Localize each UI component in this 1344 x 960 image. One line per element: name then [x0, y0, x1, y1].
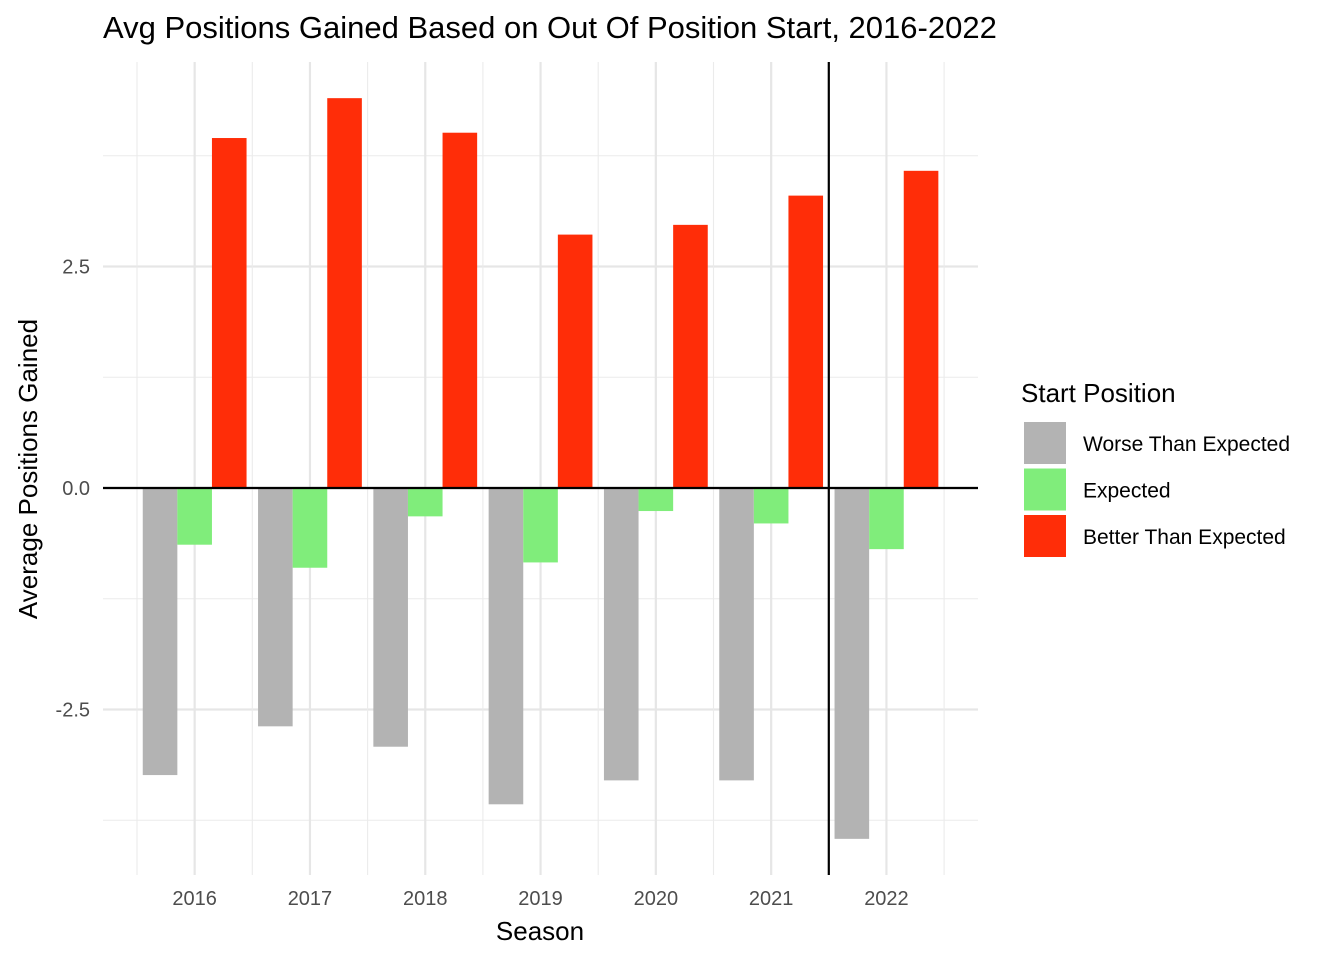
- bar-expected-2018: [407, 488, 443, 517]
- y-axis-title: Average Positions Gained: [13, 319, 43, 619]
- bar-expected-2021: [753, 488, 789, 524]
- bar-better-than-expected-2016: [211, 138, 247, 488]
- reference-lines: [103, 62, 978, 875]
- bar-better-than-expected-2017: [327, 98, 362, 488]
- legend-label: Expected: [1083, 480, 1171, 503]
- bar-expected-2016: [177, 488, 212, 545]
- x-tick-label: 2019: [518, 888, 563, 910]
- bar-expected-2020: [638, 488, 674, 512]
- x-axis-ticks: 2016 2017 2018 2019 2020 2021 2022: [172, 888, 908, 910]
- x-tick-label: 2016: [172, 888, 217, 910]
- bar-better-than-expected-2022: [903, 170, 939, 488]
- bar-better-than-expected-2021: [788, 195, 824, 488]
- legend: Start Position Worse Than Expected Expect…: [1021, 378, 1290, 557]
- legend-swatch: [1024, 468, 1066, 511]
- legend-swatch: [1024, 515, 1066, 557]
- legend-swatch: [1024, 422, 1066, 464]
- bar-expected-2022: [869, 488, 904, 550]
- x-axis-title: Season: [496, 916, 584, 946]
- x-tick-label: 2018: [403, 888, 448, 910]
- bar-worse-than-expected-2019: [488, 488, 524, 805]
- bar-expected-2017: [292, 488, 328, 568]
- legend-title: Start Position: [1021, 378, 1176, 408]
- x-tick-label: 2021: [749, 888, 794, 910]
- bars: [142, 98, 939, 839]
- chart-title: Avg Positions Gained Based on Out Of Pos…: [103, 10, 997, 45]
- bar-worse-than-expected-2017: [258, 488, 293, 727]
- bar-better-than-expected-2019: [557, 234, 593, 488]
- x-tick-label: 2017: [288, 888, 333, 910]
- y-axis-ticks: -2.5 0.0 2.5: [56, 257, 90, 722]
- legend-label: Worse Than Expected: [1083, 433, 1290, 456]
- bar-worse-than-expected-2020: [603, 488, 639, 781]
- bar-better-than-expected-2018: [442, 132, 478, 489]
- legend-label: Better Than Expected: [1083, 526, 1286, 549]
- y-tick-label: 0.0: [62, 478, 90, 500]
- bar-expected-2019: [523, 488, 558, 563]
- y-tick-label: -2.5: [56, 700, 90, 722]
- bar-worse-than-expected-2021: [719, 488, 754, 781]
- x-tick-label: 2020: [634, 888, 679, 910]
- x-tick-label: 2022: [864, 888, 909, 910]
- bar-worse-than-expected-2018: [373, 488, 408, 747]
- bar-worse-than-expected-2022: [834, 488, 870, 839]
- bar-worse-than-expected-2016: [142, 488, 178, 776]
- bar-better-than-expected-2020: [673, 224, 708, 488]
- y-tick-label: 2.5: [62, 257, 90, 279]
